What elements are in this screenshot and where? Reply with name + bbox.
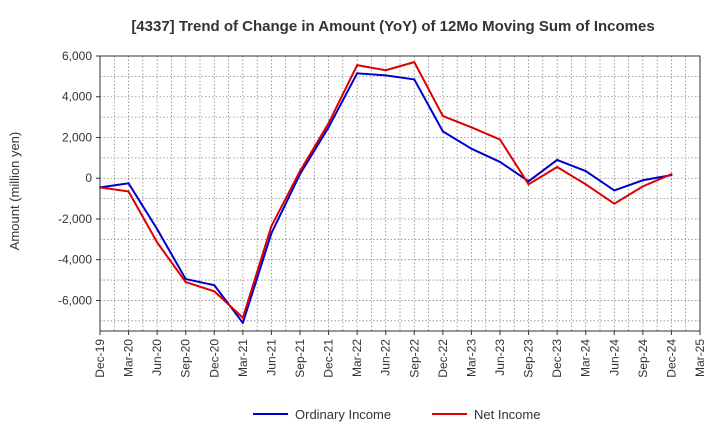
data-point-net-income bbox=[299, 170, 301, 173]
x-tick-label: Mar-20 bbox=[122, 339, 136, 377]
series-points-ordinary-income bbox=[99, 72, 673, 324]
data-point-net-income bbox=[556, 166, 559, 169]
data-point-net-income bbox=[241, 316, 244, 319]
y-tick-label: -6,000 bbox=[58, 293, 92, 307]
y-tick-label: 2,000 bbox=[62, 130, 92, 144]
data-point-net-income bbox=[527, 183, 530, 186]
data-point-net-income bbox=[670, 173, 673, 176]
x-tick-label: Jun-23 bbox=[493, 339, 507, 376]
data-point-net-income bbox=[156, 241, 159, 244]
x-tick-label: Mar-25 bbox=[693, 339, 707, 377]
data-point-net-income bbox=[327, 122, 330, 125]
legend-label-net-income: Net Income bbox=[474, 407, 540, 422]
chart-title: [4337] Trend of Change in Amount (YoY) o… bbox=[131, 18, 654, 35]
y-axis-ticks: 6,000 4,000 2,000 0 -2,000 -4,000 -6,000 bbox=[58, 49, 100, 307]
x-tick-label: Jun-22 bbox=[379, 339, 393, 376]
data-point-ordinary-income bbox=[613, 189, 616, 192]
data-point-net-income bbox=[584, 183, 587, 186]
data-point-ordinary-income bbox=[384, 74, 387, 77]
data-point-ordinary-income bbox=[270, 232, 273, 235]
data-point-ordinary-income bbox=[556, 158, 559, 161]
data-point-net-income bbox=[441, 115, 444, 118]
data-point-net-income bbox=[613, 202, 616, 205]
x-tick-label: Mar-23 bbox=[464, 339, 478, 377]
x-tick-label: Dec-22 bbox=[436, 339, 450, 378]
x-tick-label: Jun-24 bbox=[607, 339, 621, 376]
x-tick-label: Sep-20 bbox=[179, 339, 193, 378]
x-tick-label: Sep-23 bbox=[522, 339, 536, 378]
x-tick-label: Mar-22 bbox=[350, 339, 364, 377]
data-point-ordinary-income bbox=[470, 147, 473, 150]
x-tick-label: Dec-20 bbox=[207, 339, 221, 378]
data-point-ordinary-income bbox=[241, 321, 244, 324]
data-point-ordinary-income bbox=[413, 78, 416, 81]
x-tick-label: Mar-24 bbox=[579, 339, 593, 377]
x-tick-label: Dec-24 bbox=[664, 339, 678, 378]
legend-label-ordinary-income: Ordinary Income bbox=[295, 407, 391, 422]
legend: Ordinary Income Net Income bbox=[253, 407, 540, 422]
data-point-ordinary-income bbox=[327, 126, 330, 129]
data-point-net-income bbox=[270, 225, 273, 228]
data-point-ordinary-income bbox=[127, 182, 130, 185]
x-tick-label: Dec-21 bbox=[322, 339, 336, 378]
data-point-ordinary-income bbox=[641, 179, 644, 182]
y-tick-label: 6,000 bbox=[62, 49, 92, 63]
x-axis-ticks: Dec-19 Mar-20 Jun-20 Sep-20 Dec-20 Mar-21 Jun-… bbox=[93, 331, 707, 378]
x-tick-label: Jun-20 bbox=[150, 339, 164, 376]
data-point-ordinary-income bbox=[356, 72, 359, 75]
data-point-net-income bbox=[470, 126, 473, 129]
data-point-ordinary-income bbox=[156, 228, 159, 231]
data-point-net-income bbox=[499, 138, 501, 141]
data-point-net-income bbox=[213, 290, 216, 293]
data-point-ordinary-income bbox=[499, 160, 501, 163]
y-axis-label: Amount (million yen) bbox=[7, 132, 22, 251]
x-tick-label: Sep-21 bbox=[293, 339, 307, 378]
x-tick-label: Mar-21 bbox=[236, 339, 250, 377]
x-tick-label: Sep-22 bbox=[407, 339, 421, 378]
data-point-ordinary-income bbox=[184, 278, 187, 281]
data-point-net-income bbox=[184, 281, 187, 284]
plot-frame bbox=[99, 55, 701, 332]
x-tick-label: Sep-24 bbox=[636, 339, 650, 378]
data-point-ordinary-income bbox=[213, 284, 216, 287]
data-point-net-income bbox=[384, 69, 387, 72]
series-layer bbox=[99, 61, 673, 324]
x-tick-label: Dec-23 bbox=[550, 339, 564, 378]
x-tick-label: Jun-21 bbox=[264, 339, 278, 376]
y-tick-label: 4,000 bbox=[62, 90, 92, 104]
x-tick-label: Dec-19 bbox=[93, 339, 107, 378]
data-point-ordinary-income bbox=[441, 130, 444, 133]
y-tick-label: -2,000 bbox=[58, 212, 92, 226]
data-point-net-income bbox=[127, 190, 130, 193]
data-point-net-income bbox=[356, 64, 359, 67]
data-point-net-income bbox=[641, 185, 644, 188]
y-tick-label: 0 bbox=[85, 171, 92, 185]
y-tick-label: -4,000 bbox=[58, 253, 92, 267]
data-point-net-income bbox=[413, 61, 416, 64]
data-point-ordinary-income bbox=[584, 170, 587, 173]
